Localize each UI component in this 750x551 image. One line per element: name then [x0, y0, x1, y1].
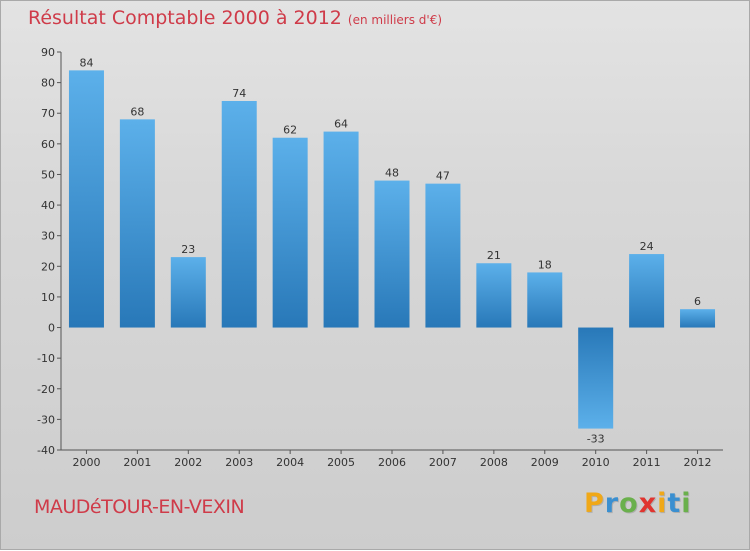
x-tick-label: 2002 [174, 456, 202, 469]
y-tick-label: -10 [37, 352, 55, 365]
x-tick-label: 2006 [378, 456, 406, 469]
logo-letter: i [657, 488, 668, 519]
data-label: 23 [181, 243, 195, 256]
bar [680, 309, 716, 328]
bar [425, 183, 461, 328]
data-label: 21 [487, 249, 501, 262]
data-label: 84 [79, 56, 93, 69]
chart-bars [68, 70, 716, 429]
x-tick-label: 2008 [480, 456, 508, 469]
bar [629, 254, 665, 328]
y-tick-label: 30 [41, 230, 55, 243]
logo-letter: r [604, 488, 620, 519]
chart-title: Résultat Comptable 2000 à 2012 (en millie… [28, 7, 442, 29]
data-label: 48 [385, 167, 399, 180]
x-tick-label: 2007 [429, 456, 457, 469]
bar [476, 263, 512, 328]
x-tick-label: 2003 [225, 456, 253, 469]
y-tick-label: 0 [48, 322, 55, 335]
commune-name: MAUDéTOUR-EN-VEXIN [34, 496, 245, 518]
data-label: 64 [334, 118, 348, 131]
x-tick-label: 2011 [633, 456, 661, 469]
data-label: 24 [640, 240, 654, 253]
bar [272, 137, 308, 328]
y-tick-label: 40 [41, 199, 55, 212]
bar [578, 327, 614, 429]
data-label: 47 [436, 170, 450, 183]
data-label: 68 [130, 105, 144, 118]
logo-letter: o [619, 488, 639, 519]
bar [323, 131, 359, 328]
x-tick-label: 2010 [582, 456, 610, 469]
chart-data-labels: 84 68 23 74 62 64 48 47 21 18 -33 24 6 [79, 56, 701, 445]
y-tick-label: 60 [41, 138, 55, 151]
y-tick-label: 20 [41, 260, 55, 273]
y-tick-label: 10 [41, 291, 55, 304]
x-tick-label: 2001 [123, 456, 151, 469]
bar [119, 119, 155, 328]
bar [374, 180, 410, 328]
y-tick-label: -20 [37, 383, 55, 396]
data-label: 74 [232, 87, 246, 100]
data-label: 6 [694, 295, 701, 308]
proxiti-logo: Proxiti [584, 488, 692, 519]
y-tick-label: 80 [41, 77, 55, 90]
y-tick-label: -40 [37, 444, 55, 457]
y-tick-label: 50 [41, 168, 55, 181]
data-label: -33 [587, 433, 605, 446]
logo-letter: P [584, 488, 605, 519]
x-tick-label: 2004 [276, 456, 304, 469]
bar [527, 272, 563, 328]
y-tick-label: 70 [41, 107, 55, 120]
logo-letter: i [681, 488, 692, 519]
logo-letter: t [667, 488, 682, 519]
x-tick-label: 2012 [684, 456, 712, 469]
bar [68, 70, 104, 328]
bar [221, 100, 257, 328]
x-tick-label: 2005 [327, 456, 355, 469]
logo-letter: x [638, 488, 658, 519]
y-tick-label: 90 [41, 46, 55, 59]
bar [170, 257, 206, 328]
title-text: Résultat Comptable 2000 à 2012 [28, 7, 342, 29]
data-label: 18 [538, 258, 552, 271]
x-tick-label: 2009 [531, 456, 559, 469]
title-unit: (en milliers d'€) [347, 13, 443, 27]
y-tick-label: -30 [37, 413, 55, 426]
data-label: 62 [283, 124, 297, 137]
x-tick-label: 2000 [72, 456, 100, 469]
